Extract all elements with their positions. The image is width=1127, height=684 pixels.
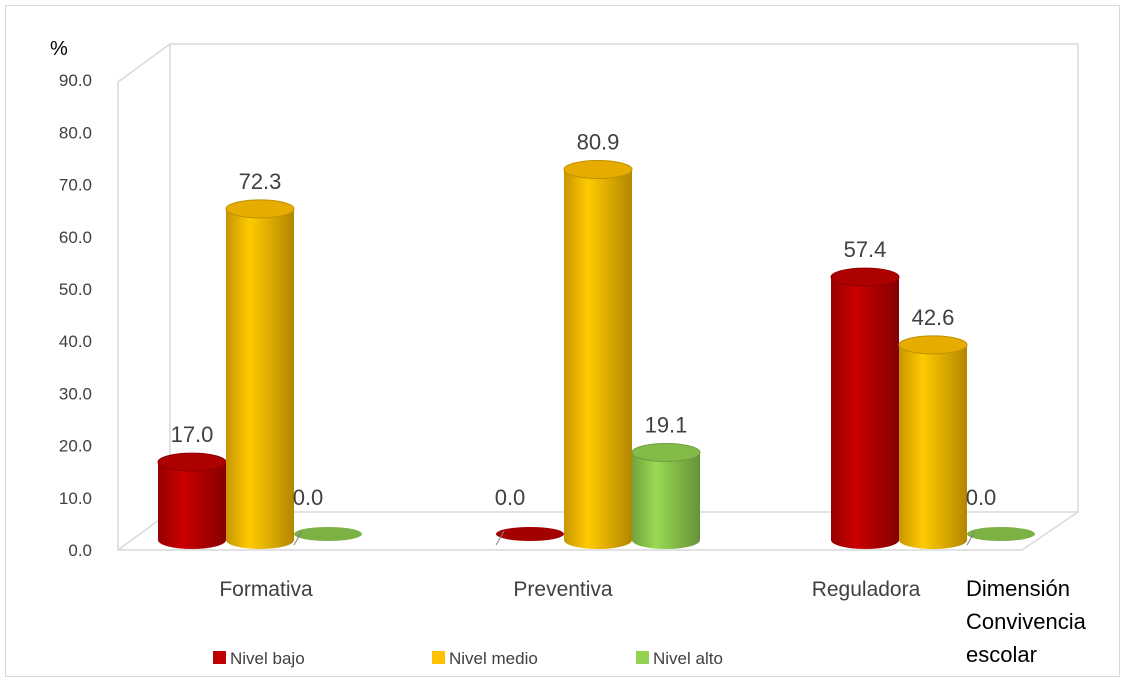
y-axis-ticks: 0.0 10.0 20.0 30.0 40.0 50.0 60.0 70.0 80.0 90.0	[59, 71, 92, 560]
y-tick-label: 40.0	[59, 332, 92, 351]
legend-label: Nivel medio	[449, 649, 538, 668]
bars	[157, 159, 1035, 549]
dimension-label-line: Dimensión	[966, 576, 1070, 601]
y-tick-label: 80.0	[59, 123, 92, 142]
y-tick-label: 20.0	[59, 437, 92, 456]
legend-item: Nivel alto	[636, 649, 723, 668]
leader-line	[966, 530, 976, 546]
legend-swatch	[213, 651, 226, 664]
legend-item: Nivel medio	[432, 649, 538, 668]
bar	[830, 267, 900, 549]
y-tick-label: 70.0	[59, 176, 92, 195]
value-labels: 17.0 72.3 0.0 0.0 80.9 19.1 57.4 42.6 0.0	[171, 129, 997, 546]
value-label: 57.4	[844, 237, 887, 262]
value-label: 19.1	[645, 413, 688, 438]
value-label: 72.3	[239, 169, 282, 194]
bar	[563, 159, 633, 549]
dimension-label-line: Convivencia	[966, 609, 1087, 634]
bar	[157, 452, 227, 549]
category-label: Formativa	[219, 578, 313, 601]
y-tick-label: 90.0	[59, 71, 92, 90]
y-tick-label: 10.0	[59, 489, 92, 508]
value-label: 0.0	[293, 485, 324, 510]
bar	[225, 199, 295, 549]
value-label: 80.9	[577, 129, 620, 154]
bar	[294, 527, 362, 541]
y-tick-label: 60.0	[59, 228, 92, 247]
bar	[631, 443, 701, 549]
category-label: Preventiva	[513, 578, 613, 601]
legend-swatch	[432, 651, 445, 664]
y-tick-label: 50.0	[59, 280, 92, 299]
category-labels: Formativa Preventiva Reguladora	[219, 578, 920, 601]
bar	[967, 527, 1035, 541]
legend-label: Nivel bajo	[230, 649, 305, 668]
bar	[496, 527, 564, 541]
bar	[898, 335, 968, 549]
legend: Nivel bajo Nivel medio Nivel alto	[213, 649, 723, 668]
y-tick-label: 0.0	[68, 541, 92, 560]
category-label: Reguladora	[812, 578, 921, 601]
y-unit-label: %	[50, 38, 68, 60]
legend-item: Nivel bajo	[213, 649, 305, 668]
leader-line	[495, 530, 505, 546]
y-tick-label: 30.0	[59, 384, 92, 403]
value-label: 0.0	[966, 485, 997, 510]
dimension-label-line: escolar	[966, 642, 1037, 667]
legend-swatch	[636, 651, 649, 664]
leader-line	[293, 530, 303, 546]
value-label: 17.0	[171, 422, 214, 447]
value-label: 42.6	[912, 305, 955, 330]
dimension-label: Dimensión Convivencia escolar	[966, 576, 1087, 667]
legend-label: Nivel alto	[653, 649, 723, 668]
value-label: 0.0	[495, 485, 526, 510]
